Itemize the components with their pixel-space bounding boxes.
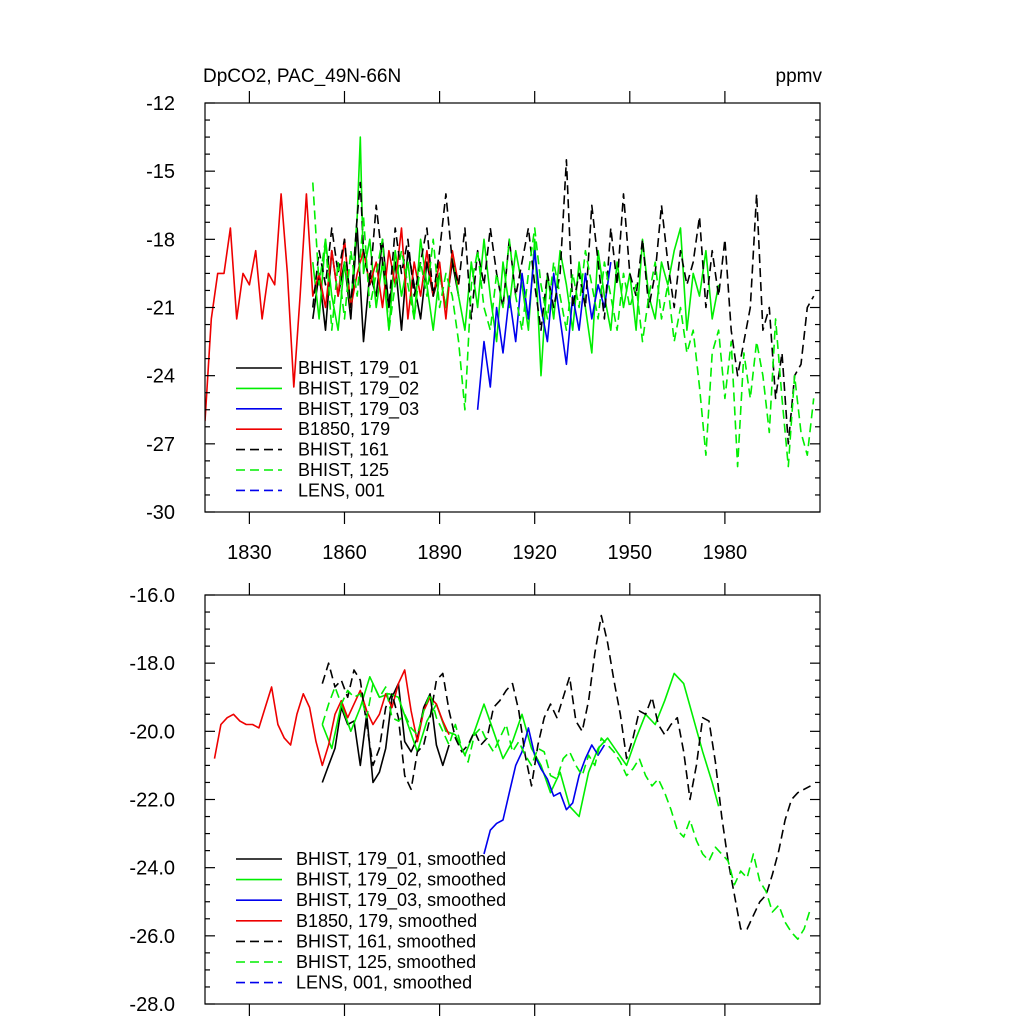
top-ytick-label: -12 bbox=[146, 93, 175, 115]
top-ytick-label: -18 bbox=[146, 229, 175, 251]
top-panel-units: ppmv bbox=[776, 66, 823, 87]
top-legend-label-3: B1850, 179 bbox=[298, 419, 390, 439]
bottom-series-line-5 bbox=[321, 682, 812, 941]
bottom-legend-label-1: BHIST, 179_02, smoothed bbox=[296, 870, 506, 891]
top-xtick-label: 1920 bbox=[512, 542, 557, 564]
bottom-ytick-label: -22.0 bbox=[129, 790, 175, 812]
top-series-line-2 bbox=[476, 249, 612, 410]
top-ytick-label: -24 bbox=[146, 366, 175, 388]
bottom-series-line-1 bbox=[321, 672, 720, 818]
top-series-line-4 bbox=[312, 159, 815, 445]
top-plot-area: -30 -27 -24 -21 -18 -15 -12 1830 1860 1890 1920 195… bbox=[146, 91, 821, 564]
top-legend-label-6: LENS, 001 bbox=[298, 480, 385, 500]
top-ytick-label: -30 bbox=[146, 502, 175, 524]
top-xtick-label: 1950 bbox=[608, 542, 653, 564]
bottom-legend-label-0: BHIST, 179_01, smoothed bbox=[296, 849, 506, 870]
bottom-panel: -28.0 -26.0 -24.0 -22.0 -20.0 -18.0 -16.0 BHIST… bbox=[129, 583, 821, 1016]
bottom-legend-label-2: BHIST, 179_03, smoothed bbox=[296, 890, 506, 911]
top-legend-label-4: BHIST, 161 bbox=[298, 440, 389, 460]
top-legend-label-2: BHIST, 179_03 bbox=[298, 399, 419, 420]
bottom-legend-label-4: BHIST, 161, smoothed bbox=[296, 931, 476, 951]
bottom-legend-label-3: B1850, 179, smoothed bbox=[296, 911, 477, 931]
bottom-series-line-2 bbox=[483, 727, 606, 855]
bottom-legend-label-5: BHIST, 125, smoothed bbox=[296, 952, 476, 972]
bottom-series-line-3 bbox=[213, 669, 450, 767]
bottom-ytick-label: -16.0 bbox=[129, 585, 175, 607]
top-legend-label-1: BHIST, 179_02 bbox=[298, 378, 419, 399]
bottom-series-line-4 bbox=[321, 614, 811, 930]
top-panel-title: DpCO2, PAC_49N-66N bbox=[203, 66, 401, 87]
bottom-plot-area: -28.0 -26.0 -24.0 -22.0 -20.0 -18.0 -16.0 BHIST… bbox=[129, 583, 821, 1016]
bottom-ytick-label: -26.0 bbox=[129, 926, 175, 948]
top-xtick-label: 1980 bbox=[703, 542, 748, 564]
top-ytick-label: -15 bbox=[146, 161, 175, 183]
top-series-lines bbox=[205, 136, 815, 468]
top-xtick-label: 1830 bbox=[227, 542, 272, 564]
top-legend-label-5: BHIST, 125 bbox=[298, 460, 389, 480]
top-xtick-label: 1860 bbox=[322, 542, 367, 564]
top-series-line-5 bbox=[312, 182, 815, 468]
bottom-ytick-label: -20.0 bbox=[129, 721, 175, 743]
bottom-ytick-label: -18.0 bbox=[129, 653, 175, 675]
top-legend-label-0: BHIST, 179_01 bbox=[298, 358, 419, 379]
bottom-legend-label-6: LENS, 001, smoothed bbox=[296, 973, 472, 993]
top-xtick-label: 1890 bbox=[417, 542, 462, 564]
top-ytick-label: -21 bbox=[146, 298, 175, 320]
bottom-series-lines bbox=[213, 614, 812, 941]
bottom-ytick-label: -24.0 bbox=[129, 858, 175, 880]
top-ytick-label: -27 bbox=[146, 434, 175, 456]
bottom-ytick-label: -28.0 bbox=[129, 994, 175, 1016]
top-panel: DpCO2, PAC_49N-66N ppmv -30-27-24-21-18-… bbox=[146, 66, 822, 564]
top-series-line-3 bbox=[205, 193, 460, 422]
